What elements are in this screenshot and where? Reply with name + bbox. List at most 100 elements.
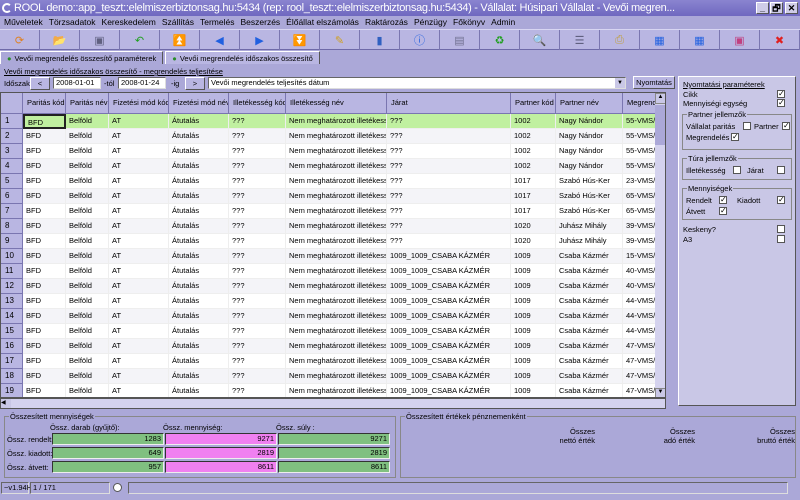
scroll-down-button[interactable]: ▼ [655,388,665,397]
table-cell[interactable]: Nem meghatározott illetékesség [286,234,387,249]
partner-checkbox[interactable]: ✓ [782,121,790,130]
column-header[interactable]: Fizetési mód név [169,93,229,114]
refresh-button[interactable]: ⟳ [0,30,40,50]
table-cell[interactable]: Átutalás [169,279,229,294]
table-cell[interactable]: AT [109,279,169,294]
table-cell[interactable]: 1009_1009_CSABA KÁZMÉR [387,249,511,264]
table-cell[interactable]: 1009 [511,339,556,354]
column-header[interactable]: Paritás név [66,93,109,114]
print-button[interactable]: ⎙ [600,30,640,50]
table-cell[interactable]: AT [109,354,169,369]
table-row[interactable]: 3 BFD Belföld AT Átutalás??? Nem meghatározot… [1,144,656,159]
table-cell[interactable]: AT [109,219,169,234]
table-cell[interactable]: AT [109,339,169,354]
table-cell[interactable]: BFD [23,384,66,397]
next-button[interactable]: ▶ [240,30,280,50]
table-cell[interactable]: BFD [23,204,66,219]
table-cell[interactable]: Juhász Mihály [556,219,623,234]
column-header[interactable]: Járat [387,93,511,114]
column-header[interactable]: Illetékesség név [286,93,387,114]
table-cell[interactable]: 55-VMS/2008 [623,144,656,159]
illetekesseg-checkbox[interactable] [733,166,741,174]
table-cell[interactable]: Átutalás [169,174,229,189]
table-cell[interactable]: Átutalás [169,384,229,397]
close-button[interactable]: ✖ [760,30,800,50]
table-cell[interactable]: 1009_1009_CSABA KÁZMÉR [387,369,511,384]
table-cell[interactable]: 1002 [511,129,556,144]
table-cell[interactable]: Nem meghatározott illetékesség [286,249,387,264]
table-cell[interactable]: AT [109,309,169,324]
menu-item[interactable]: Pénzügy [413,17,448,27]
menu-item[interactable]: Műveletek [4,17,43,27]
table-cell[interactable]: AT [109,264,169,279]
table-row[interactable]: 17 BFD Belföld AT Átutalás??? Nem meghatározo… [1,354,656,369]
rendelt-checkbox[interactable]: ✓ [719,195,727,204]
table-cell[interactable]: Nem meghatározott illetékesség [286,324,387,339]
table-cell[interactable]: BFD [23,309,66,324]
table-cell[interactable]: Nagy Nándor [556,159,623,174]
table-cell[interactable]: ??? [229,339,286,354]
table-cell[interactable]: Belföld [66,159,109,174]
table-cell[interactable]: BFD [23,339,66,354]
column-header[interactable]: Megrendelés [623,93,656,114]
table-cell[interactable]: Nem meghatározott illetékesség [286,174,387,189]
table-cell[interactable]: ??? [387,204,511,219]
keskeny-checkbox[interactable] [777,225,785,233]
table-cell[interactable]: Belföld [66,234,109,249]
window-button[interactable]: ▣ [720,30,760,50]
table-cell[interactable]: 1009_1009_CSABA KÁZMÉR [387,264,511,279]
open-button[interactable]: 📂 [40,30,80,50]
table-cell[interactable]: Nem meghatározott illetékesség [286,159,387,174]
table-cell[interactable]: 1009 [511,384,556,397]
table-cell[interactable]: 1009_1009_CSABA KÁZMÉR [387,309,511,324]
menu-item[interactable]: Admin [491,17,516,27]
table-cell[interactable]: Belföld [66,309,109,324]
table-cell[interactable]: Belföld [66,189,109,204]
table-cell[interactable]: AT [109,384,169,397]
table-cell[interactable]: ??? [229,174,286,189]
menu-item[interactable]: Élőállat elszámolás [286,17,359,27]
table-cell[interactable]: 39-VMS/2008 [623,219,656,234]
table-cell[interactable]: Belföld [66,204,109,219]
table-cell[interactable]: Belföld [66,129,109,144]
table-cell[interactable]: 47-VMS/2008 [623,339,656,354]
megrendeles-checkbox[interactable]: ✓ [731,132,739,141]
table-row[interactable]: 9 BFD Belföld AT Átutalás??? Nem meghatározot… [1,234,656,249]
column-header[interactable]: Partner név [556,93,623,114]
table-cell[interactable]: Csaba Kázmér [556,384,623,397]
table-cell[interactable]: Átutalás [169,264,229,279]
table-cell[interactable]: 1002 [511,114,556,129]
kiadott-checkbox[interactable]: ✓ [777,195,785,204]
table-cell[interactable]: ??? [229,114,286,129]
table-cell[interactable]: BFD [23,324,66,339]
horizontal-scrollbar[interactable]: ◀ [0,398,666,409]
table-cell[interactable]: ??? [387,219,511,234]
table-cell[interactable]: ??? [229,159,286,174]
table-cell[interactable]: Átutalás [169,339,229,354]
scroll-up-button[interactable]: ▲ [655,93,665,104]
period-next-button[interactable]: > [185,77,205,90]
table-row[interactable]: 8 BFD Belföld AT Átutalás??? Nem meghatározot… [1,219,656,234]
menu-item[interactable]: Raktározás [364,17,408,27]
table-cell[interactable]: 55-VMS/2008 [623,129,656,144]
table-cell[interactable]: 1002 [511,144,556,159]
table-cell[interactable]: 47-VMS/2008 [623,369,656,384]
table-cell[interactable]: BFD [23,129,66,144]
table-cell[interactable]: AT [109,114,169,129]
table-cell[interactable]: BFD [23,354,66,369]
table-cell[interactable]: 1009 [511,264,556,279]
table-row[interactable]: 4 BFD Belföld AT Átutalás??? Nem meghatározot… [1,159,656,174]
table-cell[interactable]: Szabó Hús-Ker [556,189,623,204]
table-cell[interactable]: Belföld [66,279,109,294]
table-cell[interactable]: BFD [23,234,66,249]
table-cell[interactable]: ??? [387,129,511,144]
column-header[interactable] [1,93,23,114]
table-cell[interactable]: ??? [387,159,511,174]
scroll-thumb[interactable] [655,105,665,145]
table-cell[interactable]: Csaba Kázmér [556,324,623,339]
table-cell[interactable]: Nem meghatározott illetékesség [286,309,387,324]
table-cell[interactable]: BFD [23,264,66,279]
table-cell[interactable]: Csaba Kázmér [556,369,623,384]
table-row[interactable]: 19 BFD Belföld AT Átutalás??? Nem meghatározo… [1,384,656,397]
table-cell[interactable]: Belföld [66,144,109,159]
